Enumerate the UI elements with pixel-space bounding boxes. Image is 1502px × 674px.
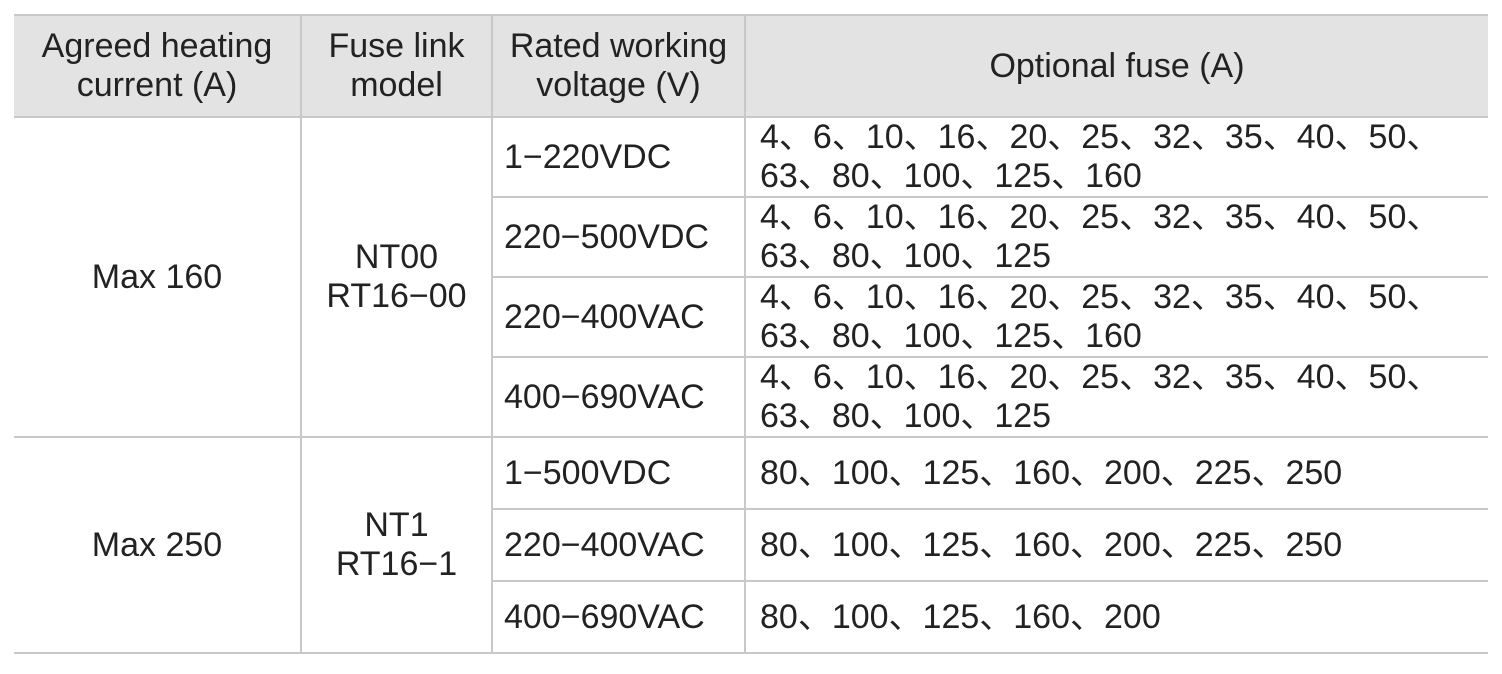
fuse-cell: 4、6、10、16、20、25、32、35、40、50、 63、80、100、12… <box>744 196 1488 278</box>
table-row: Max 250 NT1 RT16−1 1−500VDC 80、100、125、160、2… <box>14 436 1488 654</box>
header-row: Agreed heating current (A) Fuse link model R… <box>14 14 1488 118</box>
cell-line: 80、100、125、160、200、225、250 <box>760 525 1343 564</box>
voltage-cell: 400−690VAC <box>492 580 746 654</box>
cell-line: 80、100、125、160、200 <box>760 597 1161 636</box>
fuse-cell: 4、6、10、16、20、25、32、35、40、50、 63、80、100、12… <box>744 276 1488 358</box>
table-row: Max 160 NT00 RT16−00 1−220VDC 4、6、10、16、20、2… <box>14 116 1488 438</box>
header-cell: Fuse link model <box>300 14 493 118</box>
voltage-cell: 400−690VAC <box>492 356 746 438</box>
cell-line: 63、80、100、125 <box>760 237 1052 275</box>
cell-line: RT16−00 <box>326 277 467 315</box>
fuse-cell: 80、100、125、160、200 <box>744 580 1488 654</box>
cell-line: NT00 <box>354 238 439 276</box>
header-cell: Agreed heating current (A) <box>14 14 302 118</box>
model-cell: NT00 RT16−00 <box>300 116 493 438</box>
current-cell: Max 160 <box>14 116 302 438</box>
cell-line: 63、80、100、125、160 <box>760 157 1142 195</box>
voltage-cell: 1−220VDC <box>491 116 746 198</box>
cell-line: NT1 <box>364 506 429 544</box>
cell-line: 4、6、10、16、20、25、32、35、40、50、 <box>760 198 1441 236</box>
cell-line: 4、6、10、16、20、25、32、35、40、50、 <box>760 358 1441 396</box>
fuse-cell: 80、100、125、160、200、225、250 <box>744 508 1488 582</box>
cell-line: 63、80、100、125 <box>760 397 1052 435</box>
cell-line: RT16−1 <box>335 545 458 583</box>
cell-line: 80、100、125、160、200、225、250 <box>760 453 1343 492</box>
cell-line: current (A) <box>76 66 238 104</box>
cell-line: 4、6、10、16、20、25、32、35、40、50、 <box>760 118 1441 156</box>
fuse-table: Agreed heating current (A) Fuse link model R… <box>14 14 1488 654</box>
cell-line: voltage (V) <box>536 66 701 104</box>
header-cell: Rated working voltage (V) <box>491 14 746 118</box>
voltage-cell: 220−500VDC <box>492 196 746 278</box>
fuse-cell: 4、6、10、16、20、25、32、35、40、50、 63、80、100、12… <box>744 116 1488 198</box>
fuse-cell: 80、100、125、160、200、225、250 <box>744 436 1488 510</box>
cell-line: 63、80、100、125、160 <box>760 317 1142 355</box>
fuse-cell: 4、6、10、16、20、25、32、35、40、50、 63、80、100、12… <box>744 356 1488 438</box>
cell-line: model <box>350 66 443 104</box>
voltage-cell: 220−400VAC <box>492 276 746 358</box>
cell-line: 4、6、10、16、20、25、32、35、40、50、 <box>760 278 1441 316</box>
table-row: 220−500VDC 4、6、10、16、20、25、32、35、40、50、 63… <box>14 196 1488 278</box>
cell-line: Agreed heating <box>41 27 273 65</box>
cell-line: Fuse link <box>328 27 465 65</box>
model-cell: NT1 RT16−1 <box>300 436 493 654</box>
table-body: Max 160 NT00 RT16−00 1−220VDC 4、6、10、16、20、2… <box>14 116 1488 654</box>
cell-line: Rated working <box>509 27 728 65</box>
table-row: 220−400VAC 80、100、125、160、200、225、250 <box>14 508 1488 582</box>
table-row: 400−690VAC 4、6、10、16、20、25、32、35、40、50、 63… <box>14 356 1488 438</box>
current-cell: Max 250 <box>14 436 302 654</box>
table-row: 400−690VAC 80、100、125、160、200 <box>14 580 1488 654</box>
voltage-cell: 220−400VAC <box>492 508 746 582</box>
cell-line: Optional fuse (A) <box>989 46 1245 85</box>
table-row: 220−400VAC 4、6、10、16、20、25、32、35、40、50、 63… <box>14 276 1488 358</box>
header-cell: Optional fuse (A) <box>744 14 1488 118</box>
voltage-cell: 1−500VDC <box>491 436 746 510</box>
table-header: Agreed heating current (A) Fuse link model R… <box>14 14 1488 118</box>
